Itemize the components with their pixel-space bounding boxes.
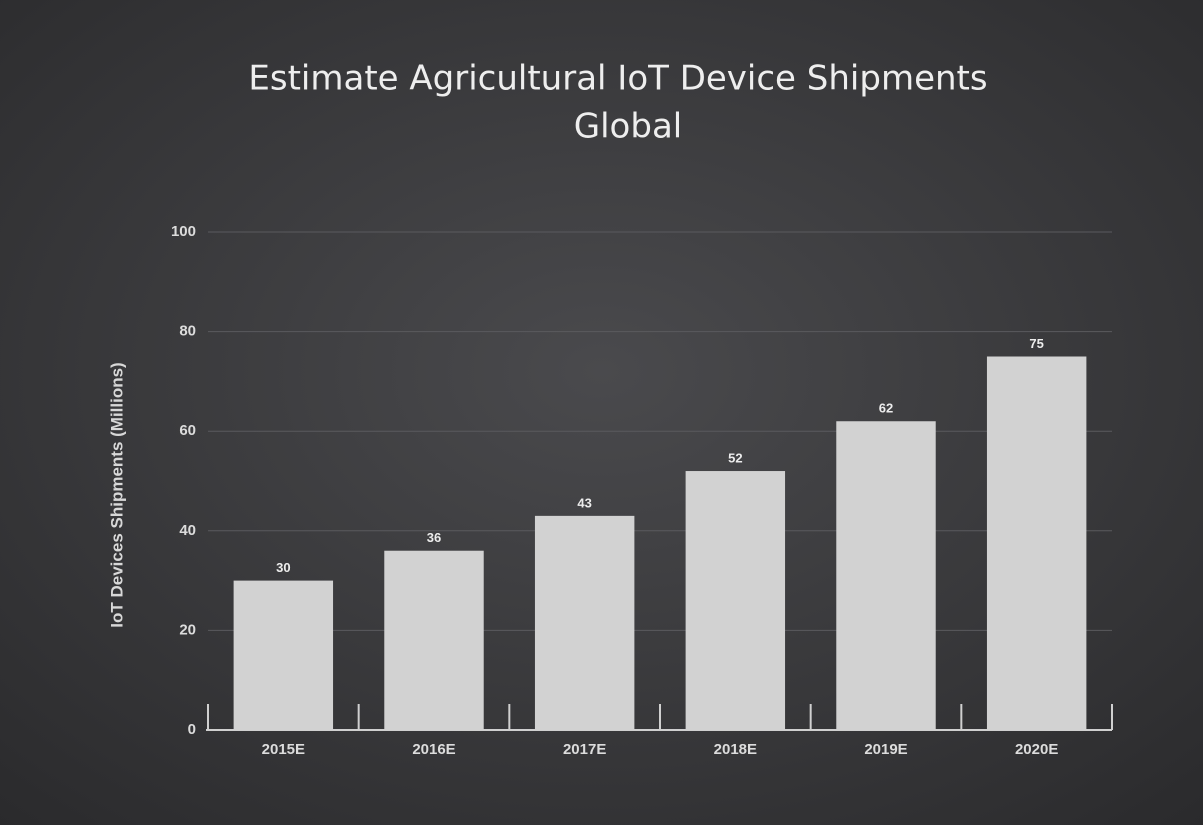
chart-title: Estimate Agricultural IoT Device Shipmen… xyxy=(248,59,987,99)
y-tick-label: 0 xyxy=(188,721,196,738)
y-axis-label: IoT Devices Shipments (Millions) xyxy=(107,362,126,627)
x-tick-label: 2017E xyxy=(563,741,606,758)
data-label: 30 xyxy=(276,560,290,575)
data-label: 62 xyxy=(879,401,893,416)
bar xyxy=(836,421,936,730)
x-tick-label: 2018E xyxy=(714,741,757,758)
x-tick-label: 2015E xyxy=(262,741,305,758)
data-label: 75 xyxy=(1029,336,1043,351)
bar xyxy=(233,580,334,730)
data-label: 52 xyxy=(728,450,742,465)
bar xyxy=(685,471,786,730)
bar xyxy=(986,356,1087,730)
data-label: 36 xyxy=(427,530,441,545)
y-tick-label: 100 xyxy=(171,223,196,240)
x-tick-label: 2020E xyxy=(1015,741,1058,758)
y-tick-label: 80 xyxy=(179,323,196,340)
y-tick-label: 20 xyxy=(179,621,196,638)
y-tick-label: 60 xyxy=(179,422,196,439)
x-tick-label: 2019E xyxy=(864,741,907,758)
x-tick-label: 2016E xyxy=(412,741,455,758)
bar xyxy=(534,515,635,730)
chart-subtitle: Global xyxy=(574,107,682,147)
y-tick-label: 40 xyxy=(179,522,196,539)
data-label: 43 xyxy=(577,495,591,510)
bar xyxy=(384,550,484,730)
